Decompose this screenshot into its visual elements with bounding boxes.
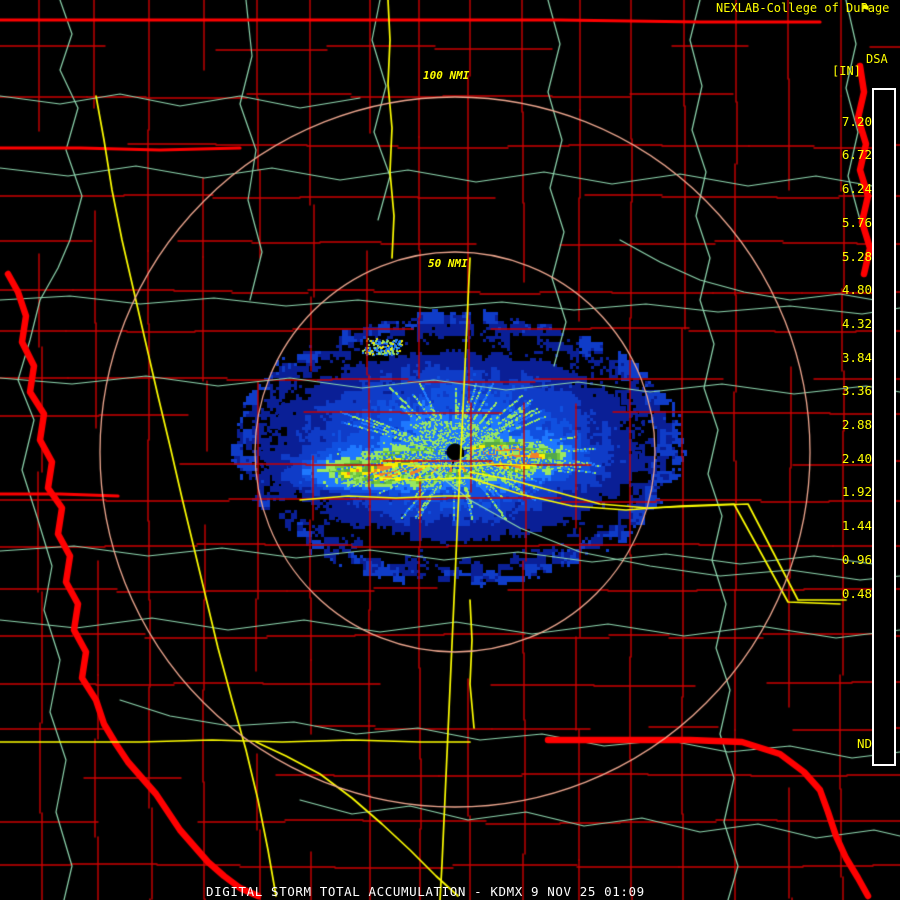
range-ring-100-label: 100 NMI bbox=[423, 69, 470, 82]
colorbar-tick-label: 1.44 bbox=[841, 518, 872, 534]
legend-units-label: [IN] bbox=[832, 64, 861, 78]
range-ring-50-label: 50 NMI bbox=[428, 257, 468, 270]
product-code-label: DSA bbox=[866, 52, 888, 66]
brand-label: NEXLAB-College of DuPage bbox=[716, 1, 890, 15]
colorbar-tick-label: 6.72 bbox=[841, 147, 872, 163]
colorbar bbox=[872, 88, 896, 766]
colorbar-tick-label: 3.84 bbox=[841, 349, 872, 365]
colorbar-tick-label: 4.80 bbox=[841, 282, 872, 298]
brand-flag-icon: ⚑ bbox=[862, 1, 870, 15]
colorbar-tick-label: 6.24 bbox=[841, 181, 872, 197]
colorbar-tick-label: 2.40 bbox=[841, 450, 872, 466]
colorbar-nodata-label: ND bbox=[856, 736, 872, 752]
colorbar-tick-label: 5.76 bbox=[841, 214, 872, 230]
colorbar-tick-label: 0.48 bbox=[841, 585, 872, 601]
colorbar-tick-label: 0.96 bbox=[841, 551, 872, 567]
colorbar-tick-label: 3.36 bbox=[841, 383, 872, 399]
status-bar: DIGITAL STORM TOTAL ACCUMULATION - KDMX … bbox=[206, 884, 645, 899]
colorbar-tick-label: 5.28 bbox=[841, 248, 872, 264]
colorbar-tick-label: 7.20 bbox=[841, 113, 872, 129]
colorbar-frame bbox=[872, 88, 896, 766]
colorbar-tick-label: 1.92 bbox=[841, 484, 872, 500]
colorbar-tick-labels: 7.20 6.72 6.24 5.76 5.28 4.80 4.32 3.84 3.36 2.88… bbox=[828, 88, 872, 788]
colorbar-tick-label: 2.88 bbox=[841, 417, 872, 432]
colorbar-tick-label: 4.32 bbox=[841, 315, 872, 331]
